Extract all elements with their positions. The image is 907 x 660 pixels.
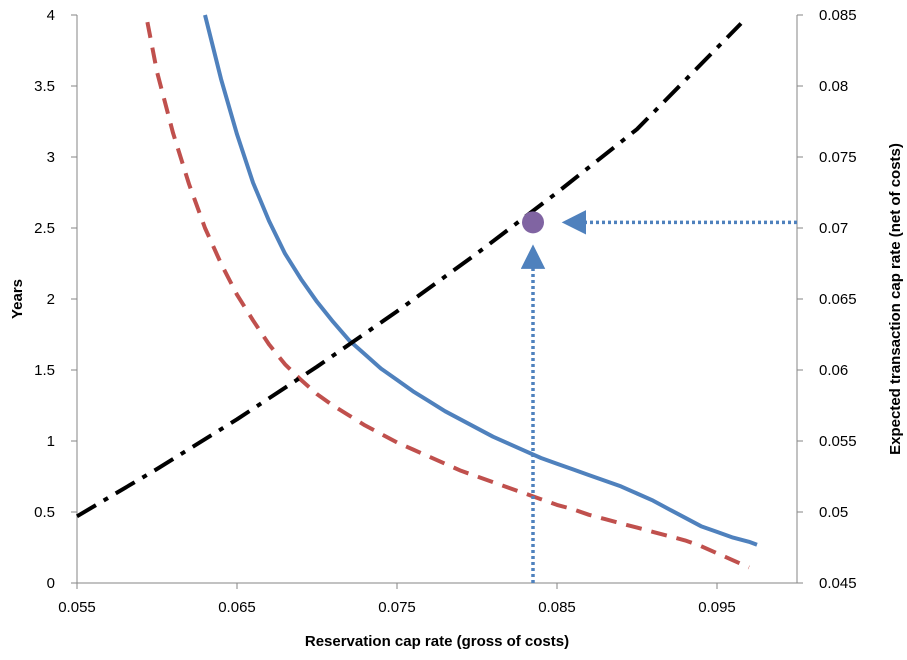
y2-tick-label: 0.08 xyxy=(819,78,848,95)
y2-axis-title: Expected transaction cap rate (net of co… xyxy=(887,143,904,455)
x-tick-label: 0.075 xyxy=(378,599,416,616)
y2-tick-label: 0.06 xyxy=(819,362,848,379)
y-tick-label: 3 xyxy=(47,149,55,166)
tick-labels: 0.055 0.065 0.075 0.085 0.095 0 0.5 1 1.5 2 2.5 3 3.… xyxy=(34,7,856,616)
x-tick-label: 0.065 xyxy=(218,599,256,616)
y-tick-label: 2 xyxy=(47,291,55,308)
y2-tick-label: 0.07 xyxy=(819,220,848,237)
y-tick-label: 4 xyxy=(47,7,55,24)
y2-tick-label: 0.065 xyxy=(819,291,857,308)
y-tick-label: 0.5 xyxy=(34,504,55,521)
y2-tick-label: 0.085 xyxy=(819,7,857,24)
y-tick-label: 2.5 xyxy=(34,220,55,237)
x-axis-title: Reservation cap rate (gross of costs) xyxy=(305,633,569,650)
y2-tick-label: 0.055 xyxy=(819,433,857,450)
y-tick-label: 1 xyxy=(47,433,55,450)
series-line-dashdot xyxy=(75,22,743,519)
x-tick-label: 0.055 xyxy=(58,599,96,616)
annotation-layer xyxy=(520,210,797,583)
series-line-solid xyxy=(203,14,758,547)
x-tick-label: 0.095 xyxy=(698,599,736,616)
highlight-point xyxy=(522,211,544,234)
y2-tick-label: 0.075 xyxy=(819,149,857,166)
series-line-dashed xyxy=(145,21,750,570)
axes xyxy=(71,14,803,589)
y2-tick-label: 0.045 xyxy=(819,575,857,592)
y-axis-title: Years xyxy=(9,279,26,319)
y2-tick-label: 0.05 xyxy=(819,504,848,521)
y-tick-label: 0 xyxy=(47,575,55,592)
y-tick-label: 3.5 xyxy=(34,78,55,95)
y-tick-label: 1.5 xyxy=(34,362,55,379)
series-layer xyxy=(75,14,758,570)
x-tick-label: 0.085 xyxy=(538,599,576,616)
